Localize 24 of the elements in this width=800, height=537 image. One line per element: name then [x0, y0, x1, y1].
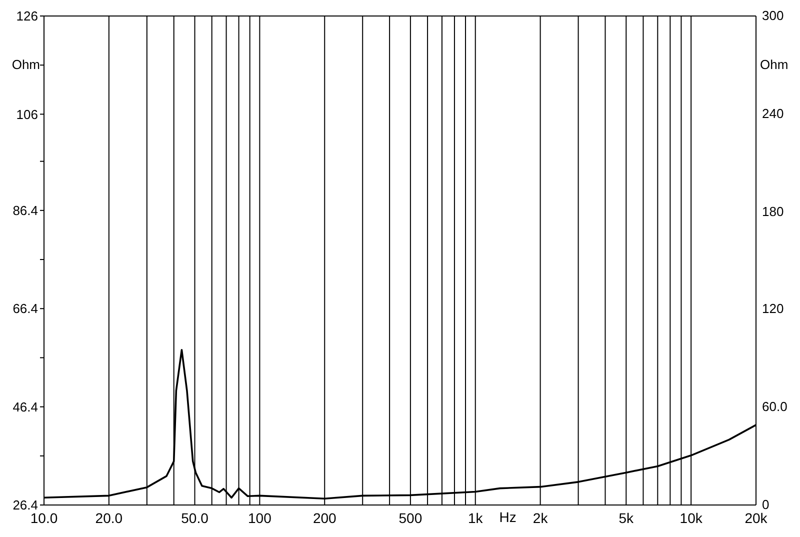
x-tick-label: 2k [532, 510, 549, 526]
y-tick-label: 86.4 [12, 203, 38, 218]
y2-tick-label: 180 [762, 204, 784, 220]
x-tick-label: 20.0 [95, 510, 123, 526]
x-tick-label: 1k [468, 510, 484, 526]
x-tick-label: 5k [618, 510, 635, 526]
y2-tick-label: 300 [762, 8, 784, 24]
x-tick-label: 500 [398, 510, 422, 526]
y2-tick-label: 120 [762, 301, 784, 318]
x-tick-label: 100 [248, 510, 272, 526]
y-tick-label: 46.4 [12, 399, 38, 414]
y-axis-title: Ohm [8, 57, 40, 72]
y2-axis-title: Ohm [760, 57, 788, 72]
y2-tick-label: 60.0 [762, 399, 788, 416]
y-tick-label: 126 [16, 8, 38, 24]
y-tick-label: 106 [16, 106, 38, 122]
x-tick-label: 20k [744, 510, 768, 526]
y2-tick-label: 0 [762, 497, 770, 512]
x-tick-label: 10k [680, 510, 704, 526]
x-axis-title: Hz [498, 509, 518, 525]
x-tick-label: 50.0 [181, 510, 209, 526]
y-tick-label: 66.4 [12, 301, 38, 316]
x-tick-label: 200 [312, 510, 337, 526]
y2-tick-label: 240 [762, 106, 784, 122]
